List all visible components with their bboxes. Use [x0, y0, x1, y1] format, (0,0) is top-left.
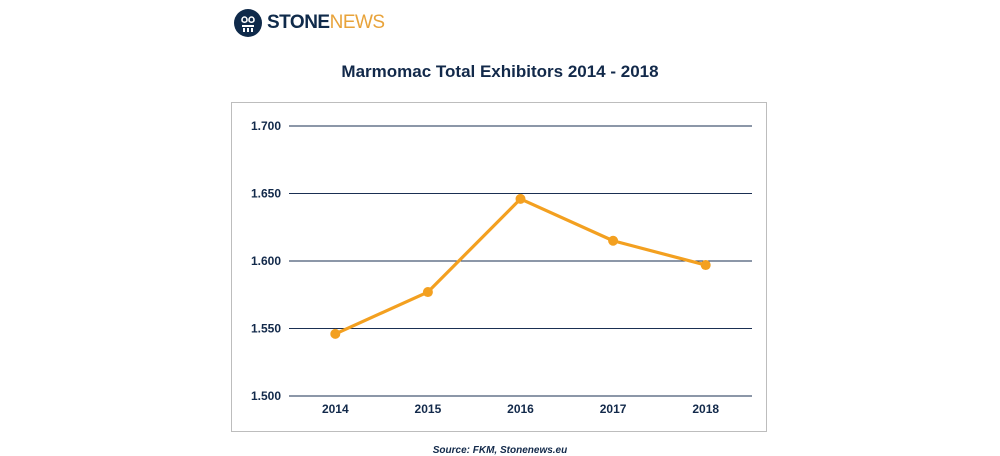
brand-wordmark: STONENEWS — [267, 9, 385, 37]
y-tick-label: 1.550 — [251, 322, 281, 336]
source-note: Source: FKM, Stonenews.eu — [432, 445, 568, 456]
data-point — [608, 235, 619, 246]
y-tick-label: 1.500 — [251, 389, 281, 403]
data-point — [330, 328, 341, 339]
stonenews-logo: STONENEWS — [234, 8, 385, 38]
y-tick-label: 1.650 — [251, 187, 281, 201]
line-chart: 1.500 1.550 1.600 1.650 1.700 2014 2015 2016 201… — [251, 119, 752, 416]
data-point — [422, 287, 433, 298]
y-tick-label: 1.700 — [251, 119, 281, 133]
y-tick-label: 1.600 — [251, 254, 281, 268]
x-tick-label: 2017 — [600, 402, 627, 416]
stonenews-logo-icon — [234, 9, 262, 37]
series-line — [333, 197, 708, 336]
x-tick-label: 2014 — [322, 402, 349, 416]
chart-frame: 1.500 1.550 1.600 1.650 1.700 2014 2015 2016 201… — [231, 102, 767, 432]
data-point — [515, 193, 526, 204]
brand-name-bold: STONE — [267, 12, 330, 33]
data-point — [700, 260, 711, 271]
brand-name-light: NEWS — [329, 12, 386, 33]
chart-title: Marmomac Total Exhibitors 2014 - 2018 — [341, 62, 659, 81]
x-tick-label: 2016 — [507, 402, 534, 416]
x-tick-label: 2015 — [415, 402, 442, 416]
x-tick-label: 2018 — [692, 402, 719, 416]
